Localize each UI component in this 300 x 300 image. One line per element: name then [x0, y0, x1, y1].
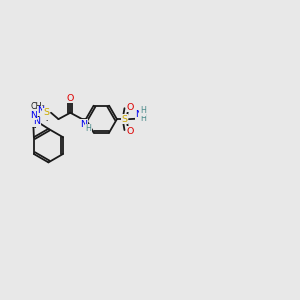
Text: N: N — [33, 118, 40, 127]
Text: N: N — [43, 111, 50, 120]
Text: N: N — [80, 120, 87, 129]
Text: O: O — [126, 127, 134, 136]
Text: S: S — [122, 115, 128, 124]
Text: O: O — [126, 103, 134, 112]
Text: N: N — [30, 111, 37, 120]
Text: H: H — [86, 124, 92, 133]
Text: N: N — [135, 110, 142, 119]
Text: H: H — [140, 106, 146, 115]
Text: S: S — [44, 108, 50, 117]
Text: CH₃: CH₃ — [30, 102, 45, 111]
Text: H: H — [140, 114, 146, 123]
Text: O: O — [67, 94, 74, 103]
Text: N: N — [37, 106, 44, 116]
